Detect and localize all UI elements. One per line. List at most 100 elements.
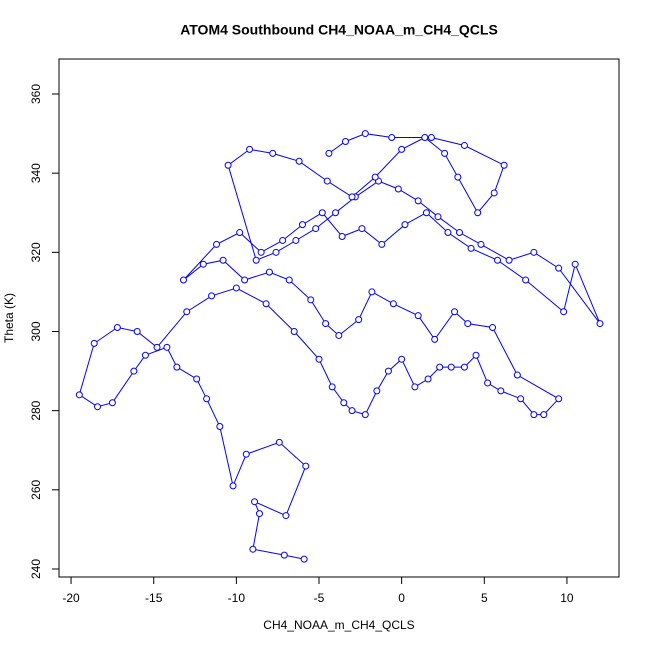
- point: [108, 399, 116, 407]
- point: [427, 134, 435, 142]
- point: [530, 411, 538, 419]
- y-axis-label: Theta (K): [2, 293, 16, 343]
- y-tick-label: 260: [29, 480, 43, 500]
- point: [560, 308, 568, 316]
- point: [275, 438, 283, 446]
- point: [241, 276, 249, 284]
- point: [472, 351, 480, 359]
- point: [325, 149, 333, 157]
- point: [300, 555, 308, 563]
- point: [262, 300, 270, 308]
- point: [340, 399, 348, 407]
- point: [361, 411, 369, 419]
- point: [388, 134, 396, 142]
- point: [434, 213, 442, 221]
- point: [505, 256, 513, 264]
- point: [398, 145, 406, 153]
- x-tick-label: -10: [228, 591, 246, 605]
- x-tick-label: 10: [560, 591, 574, 605]
- point: [348, 407, 356, 415]
- point: [414, 197, 422, 205]
- point: [315, 355, 323, 363]
- point: [232, 284, 240, 292]
- point: [474, 209, 482, 217]
- point: [401, 221, 409, 229]
- point: [213, 240, 221, 248]
- point: [282, 512, 290, 520]
- point: [257, 248, 265, 256]
- point: [338, 232, 346, 240]
- point: [141, 351, 149, 359]
- point: [571, 260, 579, 268]
- chart-title: ATOM4 Southbound CH4_NOAA_m_CH4_QCLS: [180, 22, 498, 38]
- point: [348, 193, 356, 201]
- x-tick-label: -5: [314, 591, 325, 605]
- x-tick-label: -15: [145, 591, 163, 605]
- point: [451, 308, 459, 316]
- point: [373, 387, 381, 395]
- point: [318, 209, 326, 217]
- point: [454, 173, 462, 181]
- point: [328, 383, 336, 391]
- point: [441, 149, 449, 157]
- point: [280, 551, 288, 559]
- y-tick-label: 280: [29, 400, 43, 420]
- point: [530, 248, 538, 256]
- point: [193, 375, 201, 383]
- point: [323, 177, 331, 185]
- point: [436, 363, 444, 371]
- point: [75, 391, 83, 399]
- point: [163, 343, 171, 351]
- point: [460, 363, 468, 371]
- point: [460, 141, 468, 149]
- point: [302, 462, 310, 470]
- point: [153, 343, 161, 351]
- point: [285, 276, 293, 284]
- point: [307, 296, 315, 304]
- point: [424, 375, 432, 383]
- point: [467, 244, 475, 252]
- point: [371, 173, 379, 181]
- point: [292, 236, 300, 244]
- point: [133, 327, 141, 335]
- x-tick-label: 0: [398, 591, 405, 605]
- point: [540, 411, 548, 419]
- point: [389, 300, 397, 308]
- point: [173, 363, 181, 371]
- y-tick-label: 340: [29, 163, 43, 183]
- point: [368, 288, 376, 296]
- point: [422, 209, 430, 217]
- point: [94, 403, 102, 411]
- point: [290, 327, 298, 335]
- point: [219, 256, 227, 264]
- point: [335, 331, 343, 339]
- point: [242, 450, 250, 458]
- point: [236, 229, 244, 237]
- point: [394, 185, 402, 193]
- point: [358, 225, 366, 233]
- point: [384, 367, 392, 375]
- point: [355, 316, 363, 324]
- point: [464, 320, 472, 328]
- point: [484, 379, 492, 387]
- x-tick-label: 5: [481, 591, 488, 605]
- point: [341, 137, 349, 145]
- point: [249, 545, 257, 553]
- y-tick-label: 320: [29, 242, 43, 262]
- point: [414, 312, 422, 320]
- point: [398, 355, 406, 363]
- point: [421, 134, 429, 142]
- plot-box: [58, 58, 620, 578]
- point: [252, 256, 260, 264]
- point: [361, 130, 369, 138]
- point: [513, 371, 521, 379]
- point: [272, 248, 280, 256]
- point: [517, 395, 525, 403]
- point: [489, 324, 497, 332]
- point: [130, 367, 138, 375]
- point: [312, 225, 320, 233]
- y-tick-label: 240: [29, 559, 43, 579]
- point: [208, 292, 216, 300]
- point: [497, 387, 505, 395]
